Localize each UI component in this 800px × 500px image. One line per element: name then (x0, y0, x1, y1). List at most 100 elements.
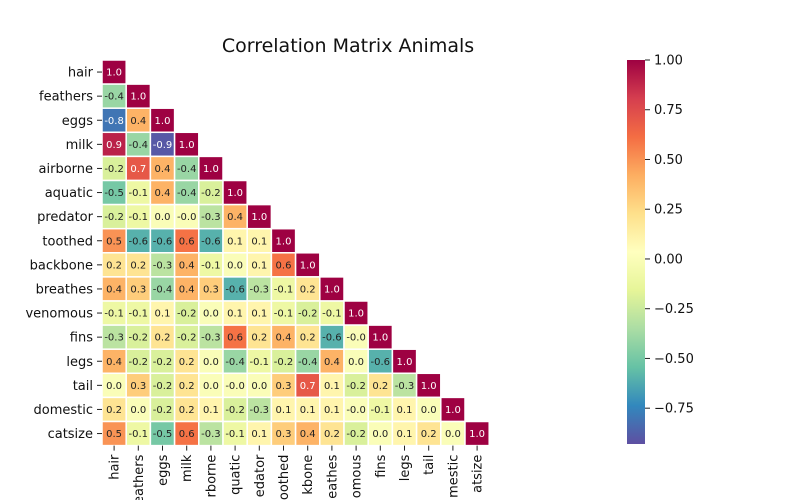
row-label: feathers (39, 90, 93, 105)
cell-value-label: -0.0 (225, 381, 245, 392)
row-label: tail (73, 379, 93, 394)
heatmap-cell (101, 348, 127, 375)
cell-value-label: 1.0 (348, 309, 364, 320)
cell-value-label: -0.2 (129, 333, 149, 344)
row-label: eggs (62, 114, 94, 129)
cell-value-label: 0.4 (155, 164, 171, 175)
cell-value-label: -0.4 (104, 92, 124, 103)
colorbar: 1.00 0.75 0.50 0.25 0.00 −0.25 −0.50 −0.75 (627, 54, 694, 444)
cell-value-label: -0.6 (371, 357, 391, 368)
column-label: fins (374, 454, 389, 477)
column-label: oothed (277, 455, 292, 500)
colorbar-tick-label: 0.75 (654, 103, 683, 118)
heatmap-cell (125, 324, 152, 350)
heatmap-cell (222, 300, 248, 326)
cell-value-label: 0.4 (227, 212, 243, 223)
cell-value-label: 0.1 (300, 405, 316, 416)
cell-value-label: 1.0 (421, 381, 437, 392)
cell-value-label: 1.0 (276, 236, 292, 247)
cell-value-label: -0.2 (298, 309, 318, 320)
cell-value-label: 0.4 (324, 357, 340, 368)
column-label: atsize (471, 455, 486, 493)
cell-value-label: -0.4 (177, 164, 197, 175)
heatmap-cell (149, 276, 176, 302)
heatmap-cell (270, 372, 297, 399)
heatmap-cell (367, 324, 394, 350)
heatmap-cell (173, 348, 200, 375)
cell-value-label: 0.4 (300, 429, 316, 440)
cell-value-label: -0.1 (274, 284, 294, 295)
cell-value-label: 0.6 (227, 333, 243, 344)
column-label: mestic (446, 455, 461, 498)
heatmap-cell (125, 131, 152, 158)
cell-value-label: 1.0 (397, 357, 413, 368)
cell-value-label: 0.1 (155, 309, 171, 320)
cell-value-label: 0.1 (227, 236, 243, 247)
cell-value-label: 0.0 (106, 381, 122, 392)
heatmap-cell (222, 324, 248, 350)
cell-value-label: 0.1 (227, 309, 243, 320)
cell-value-label: 0.2 (179, 405, 195, 416)
cell-value-label: 1.0 (324, 284, 340, 295)
cell-value-label: -0.2 (274, 357, 294, 368)
cell-value-label: 0.4 (106, 357, 122, 368)
cell-value-label: -0.2 (104, 212, 124, 223)
cell-value-label: -0.6 (153, 236, 173, 247)
cell-value-label: 0.0 (203, 381, 219, 392)
cell-value-label: 0.3 (130, 381, 146, 392)
cell-value-label: 0.0 (348, 357, 364, 368)
cell-value-label: 0.2 (300, 284, 316, 295)
heatmap-cell (173, 131, 200, 158)
heatmap-cell (198, 372, 224, 399)
cell-value-label: 0.2 (179, 357, 195, 368)
heatmap-cell (319, 348, 345, 375)
cell-value-label: -0.2 (153, 381, 173, 392)
colorbar-tick-label: −0.75 (654, 402, 694, 417)
heatmap-cell (149, 227, 176, 254)
cell-value-label: -0.6 (201, 236, 221, 247)
column-label: milk (180, 454, 195, 482)
heatmap-cell (198, 276, 224, 302)
heatmap-cell (222, 203, 248, 230)
cell-value-label: -0.2 (153, 357, 173, 368)
cell-value-label: 0.2 (251, 333, 267, 344)
cell-value-label: -0.5 (153, 429, 173, 440)
colorbar-ticks: 1.00 0.75 0.50 0.25 0.00 −0.25 −0.50 −0.75 (645, 54, 694, 417)
cell-value-label: -0.3 (201, 212, 221, 223)
cell-value-label: 0.1 (324, 405, 340, 416)
row-label: catsize (48, 427, 93, 442)
cell-value-label: 0.1 (251, 236, 267, 247)
cell-value-label: -0.5 (104, 188, 124, 199)
heatmap-cell (125, 179, 152, 206)
colorbar-tick-label: 0.25 (654, 203, 683, 218)
column-labels: hair eathers eggs milk rborne quatic edator oot… (108, 445, 486, 500)
cell-value-label: 0.3 (276, 381, 292, 392)
heatmap-cell (343, 324, 369, 350)
cell-value-label: 1.0 (203, 164, 219, 175)
row-label: predator (37, 210, 94, 225)
colorbar-tick-label: 1.00 (654, 54, 683, 69)
column-label: hair (108, 454, 123, 480)
heatmap-cell (367, 372, 394, 399)
cell-value-label: 0.4 (179, 284, 195, 295)
heatmap-cell (173, 179, 200, 206)
cell-value-label: -0.2 (177, 309, 197, 320)
cell-value-label: -0.1 (371, 405, 391, 416)
cell-value-label: -0.1 (274, 309, 294, 320)
heatmap-cell (149, 396, 176, 423)
cell-value-label: 0.1 (251, 429, 267, 440)
column-label: eathes (325, 454, 340, 498)
cell-value-label: -0.1 (129, 212, 149, 223)
cell-value-label: -0.2 (225, 405, 245, 416)
row-label: airborne (39, 162, 93, 177)
cell-value-label: -0.2 (346, 429, 366, 440)
heatmap-cell (391, 372, 418, 399)
cell-value-label: 0.3 (203, 284, 219, 295)
cell-value-label: -0.2 (177, 333, 197, 344)
cell-value-label: 0.3 (276, 429, 292, 440)
cell-value-label: -0.0 (346, 405, 366, 416)
cell-value-label: -0.1 (129, 188, 149, 199)
cell-value-label: 0.1 (203, 405, 219, 416)
heatmap-cell (101, 276, 127, 302)
cell-value-label: 1.0 (300, 260, 316, 271)
